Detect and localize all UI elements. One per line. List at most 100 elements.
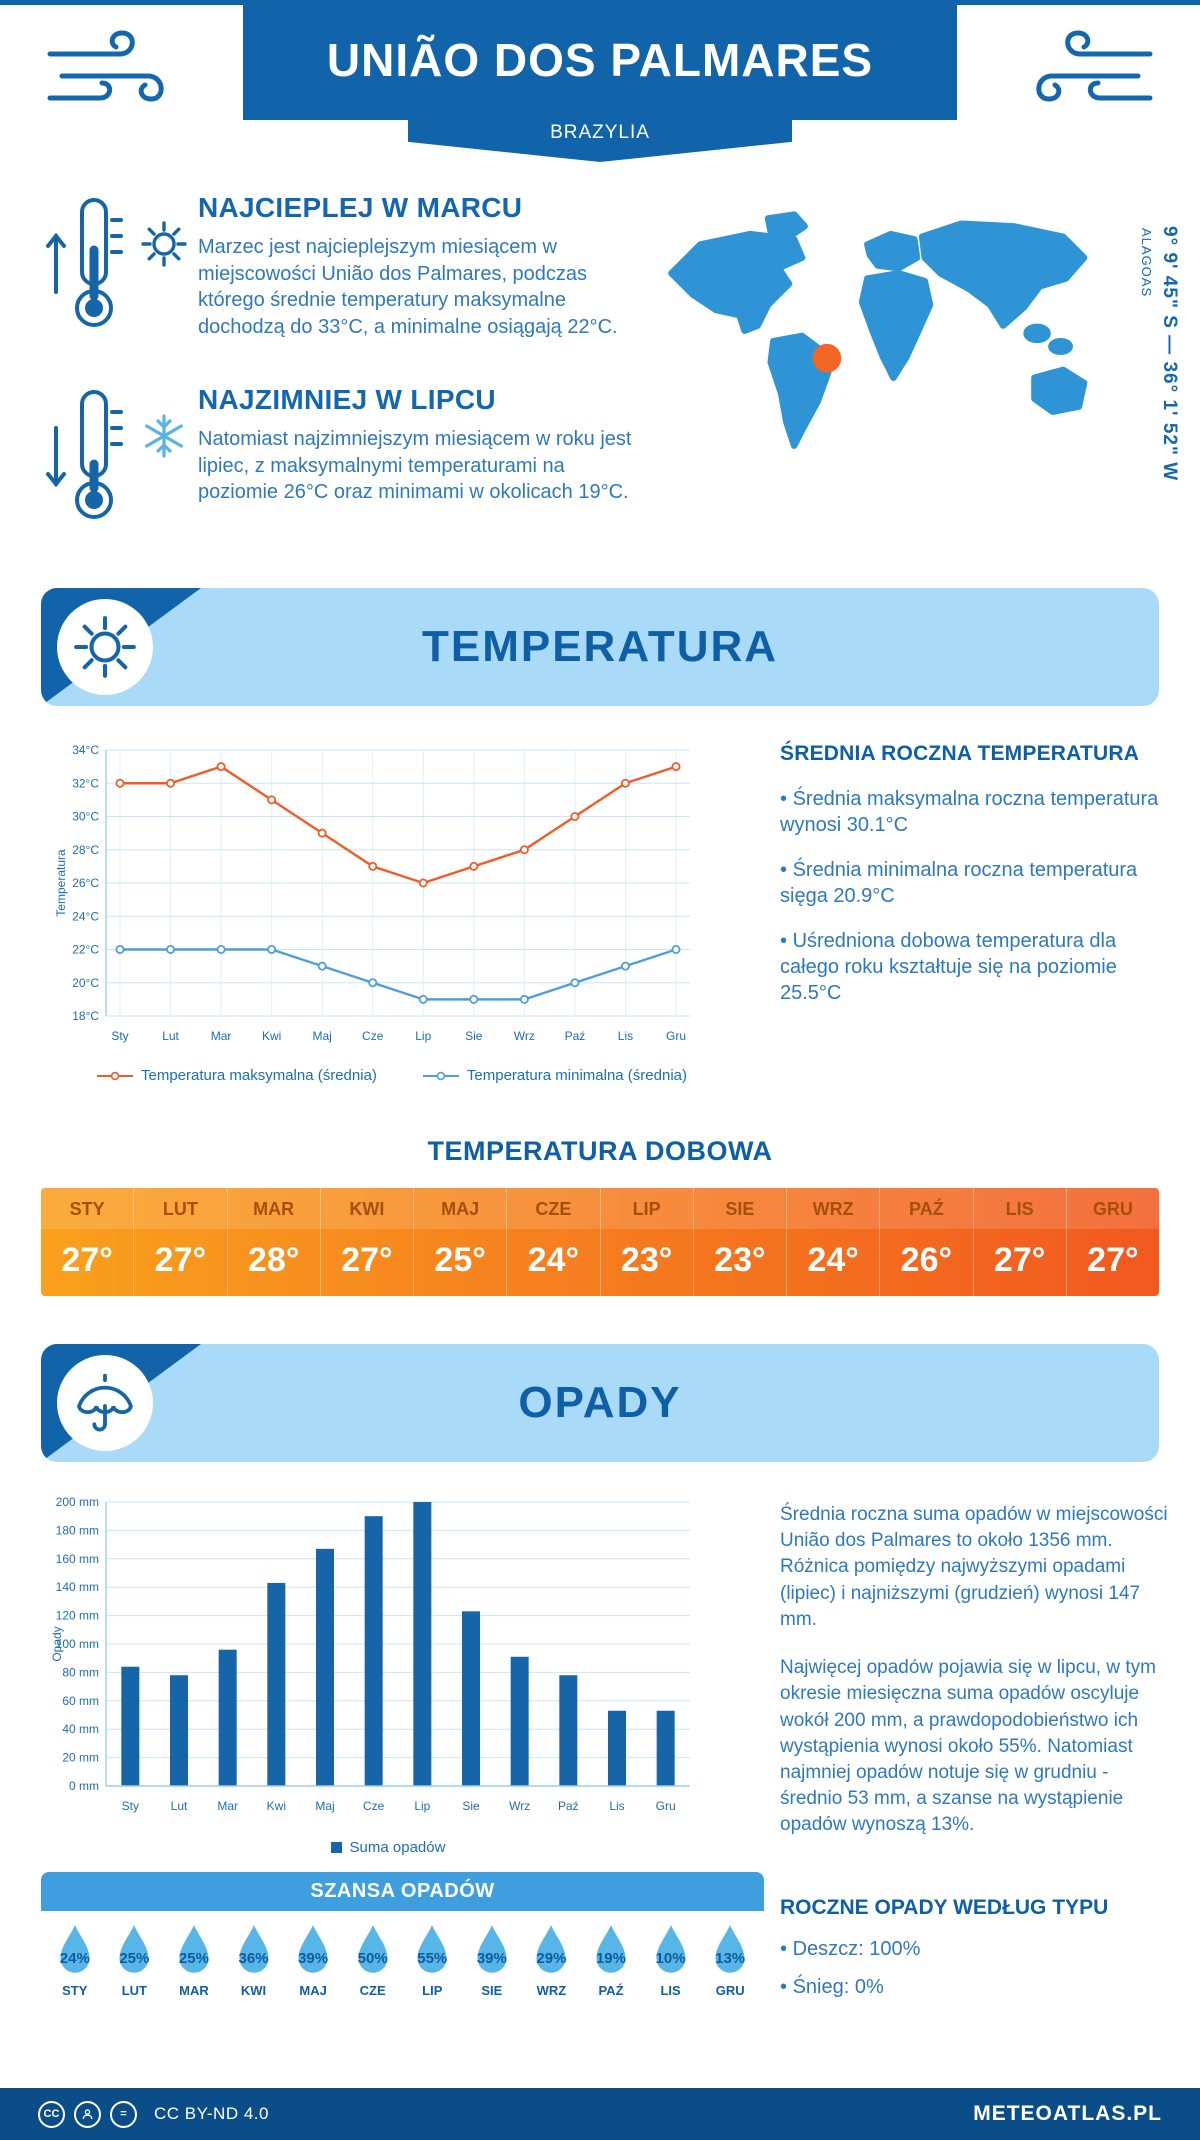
header: UNIÃO DOS PALMARES <box>243 0 957 120</box>
svg-text:Sie: Sie <box>462 1799 480 1813</box>
warmest-month-content: NAJCIEPLEJ W MARCU Marzec jest najcieple… <box>198 192 650 342</box>
svg-text:Temperatura: Temperatura <box>54 849 68 917</box>
daily-month-label: PAŹ <box>879 1188 972 1229</box>
precipitation-chance-title: SZANSA OPADÓW <box>41 1872 764 1911</box>
daily-month-label: WRZ <box>786 1188 879 1229</box>
chance-value: 25% <box>119 1950 150 1967</box>
daily-month-label: LIP <box>599 1188 693 1229</box>
daily-temperature-value: 25° <box>413 1229 506 1296</box>
svg-text:Opady: Opady <box>50 1626 64 1661</box>
svg-text:30°C: 30°C <box>72 810 99 824</box>
water-drop-icon: 19% <box>590 1923 632 1979</box>
daily-month-label: STY <box>69 1199 105 1219</box>
daily-month-label: GRU <box>1065 1188 1159 1229</box>
warmest-month-text: Marzec jest najcieplejszym miesiącem w m… <box>198 236 618 338</box>
precipitation-chart: 0 mm 20 mm 40 mm 60 mm 80 mm 100 mm 120 mm 140 … <box>48 1492 728 1856</box>
chance-item: 19% PAŹ <box>581 1923 641 1998</box>
chance-item: 39% SIE <box>462 1923 522 1998</box>
svg-text:40 mm: 40 mm <box>62 1722 99 1736</box>
daily-temperature-value: 27° <box>133 1229 226 1296</box>
warmest-month-block: NAJCIEPLEJ W MARCU Marzec jest najcieple… <box>38 192 650 342</box>
svg-text:20°C: 20°C <box>72 976 99 990</box>
warmest-month-title: NAJCIEPLEJ W MARCU <box>198 192 523 223</box>
chance-item: 25% MAR <box>164 1923 224 1998</box>
water-drop-icon: 13% <box>709 1923 751 1979</box>
chance-value: 29% <box>536 1950 567 1967</box>
svg-text:32°C: 32°C <box>72 776 99 790</box>
svg-text:Kwi: Kwi <box>262 1029 281 1043</box>
chance-item: 50% CZE <box>343 1923 403 1998</box>
precipitation-banner: OPADY <box>41 1344 1159 1462</box>
precipitation-paragraph: Najwięcej opadów pojawia się w lipcu, w … <box>780 1657 1156 1836</box>
svg-text:Kwi: Kwi <box>267 1799 286 1813</box>
daily-temperature-table: STY LUT MAR KWI MAJ CZE LIP SIE WRZ PAŹ LIS GRU 27°… <box>41 1188 1159 1296</box>
chance-item: 29% WRZ <box>522 1923 582 1998</box>
type-bullet: Śnieg: 0% <box>780 1974 1164 2000</box>
svg-text:20 mm: 20 mm <box>62 1751 99 1765</box>
chance-value: 50% <box>357 1950 388 1967</box>
chance-item: 39% MAJ <box>283 1923 343 1998</box>
chance-month: MAJ <box>299 1983 327 1998</box>
water-drop-icon: 39% <box>292 1923 334 1979</box>
chance-value: 36% <box>238 1950 269 1967</box>
temperature-line-chart: Sty Lut Mar Kwi Maj Cze Lip Sie Wrz Paź Lis Gru 18°C… <box>52 736 732 1057</box>
svg-text:Wrz: Wrz <box>509 1799 530 1813</box>
chance-month: LIP <box>422 1983 443 1998</box>
daily-month-label: LUT <box>133 1188 226 1229</box>
summary-bullet: Średnia maksymalna roczna temperatura wy… <box>780 786 1164 839</box>
sun-icon <box>138 192 198 342</box>
legend-item: Temperatura maksymalna (średnia) <box>96 1067 377 1084</box>
temperature-legend: Temperatura maksymalna (średnia) Temperat… <box>52 1067 732 1084</box>
coordinates-label: 9° 9' 45" S — 36° 1' 52" W <box>1159 226 1180 482</box>
region-label: ALAGOAS <box>1139 228 1154 298</box>
coldest-month-block: NAJZIMNIEJ W LIPCU Natomiast najzimniejs… <box>38 384 650 534</box>
daily-temperature-value: 24° <box>786 1229 879 1296</box>
chance-item: 13% GRU <box>700 1923 760 1998</box>
site-link[interactable]: METEOATLAS.PL <box>973 2102 1162 2125</box>
temperature-section-title: TEMPERATURA <box>421 622 779 671</box>
precipitation-section-title: OPADY <box>518 1378 682 1427</box>
summary-bullet: Uśredniona dobowa temperatura dla całego… <box>780 928 1164 1007</box>
daily-temperature-title: TEMPERATURA DOBOWA <box>427 1136 773 1166</box>
daily-temperature-value: 27° <box>319 1229 413 1296</box>
daily-month-label: MAR <box>226 1188 320 1229</box>
svg-text:Cze: Cze <box>363 1799 385 1813</box>
thermometer-up-icon <box>38 192 138 342</box>
temperature-summary-title: ŚREDNIA ROCZNA TEMPERATURA <box>780 742 1140 765</box>
daily-months-row: STY LUT MAR KWI MAJ CZE LIP SIE WRZ PAŹ LIS GRU <box>41 1188 1159 1229</box>
daily-temperature-value: 28° <box>226 1229 320 1296</box>
coldest-month-title: NAJZIMNIEJ W LIPCU <box>198 384 496 415</box>
header-ribbon: BRAZYLIA <box>408 120 792 162</box>
daily-temperature-value: 27° <box>972 1229 1066 1296</box>
chance-item: 24% STY <box>45 1923 105 1998</box>
chance-month: LUT <box>121 1983 147 1998</box>
chance-value: 10% <box>655 1950 686 1967</box>
water-drop-icon: 50% <box>352 1923 394 1979</box>
snowflake-icon <box>138 384 198 534</box>
cc-by-person-icon <box>74 2100 101 2128</box>
precipitation-legend: Suma opadów <box>48 1839 728 1856</box>
water-drop-icon: 39% <box>471 1923 513 1979</box>
precipitation-bar-chart: 0 mm 20 mm 40 mm 60 mm 80 mm 100 mm 120 mm 140 … <box>48 1492 728 1829</box>
license-group[interactable]: CC = CC BY-ND 4.0 <box>38 2100 269 2128</box>
chance-value: 13% <box>715 1950 746 1967</box>
svg-text:34°C: 34°C <box>72 743 99 757</box>
svg-text:Sty: Sty <box>122 1799 139 1813</box>
daily-month-label: KWI <box>319 1188 413 1229</box>
precipitation-chance: SZANSA OPADÓW 24% STY 25% LUT 25% MAR 36… <box>41 1872 764 2004</box>
daily-month-label: LIS <box>972 1188 1066 1229</box>
daily-temperature-value: 23° <box>599 1229 693 1296</box>
svg-text:60 mm: 60 mm <box>62 1694 99 1708</box>
temperature-summary: ŚREDNIA ROCZNA TEMPERATURA Średnia maksy… <box>780 742 1164 1025</box>
chance-value: 25% <box>178 1950 209 1967</box>
chance-value: 55% <box>417 1950 448 1967</box>
type-bullet: Deszcz: 100% <box>780 1936 1164 1962</box>
svg-text:Gru: Gru <box>656 1799 676 1813</box>
svg-text:Cze: Cze <box>362 1029 384 1043</box>
daily-temperature-value: 27° <box>61 1241 113 1279</box>
chance-month: WRZ <box>536 1983 567 1998</box>
chance-month: MAR <box>179 1983 209 1998</box>
chance-value: 19% <box>595 1950 626 1967</box>
svg-text:Paź: Paź <box>558 1799 579 1813</box>
country-label: BRAZYLIA <box>550 122 650 143</box>
